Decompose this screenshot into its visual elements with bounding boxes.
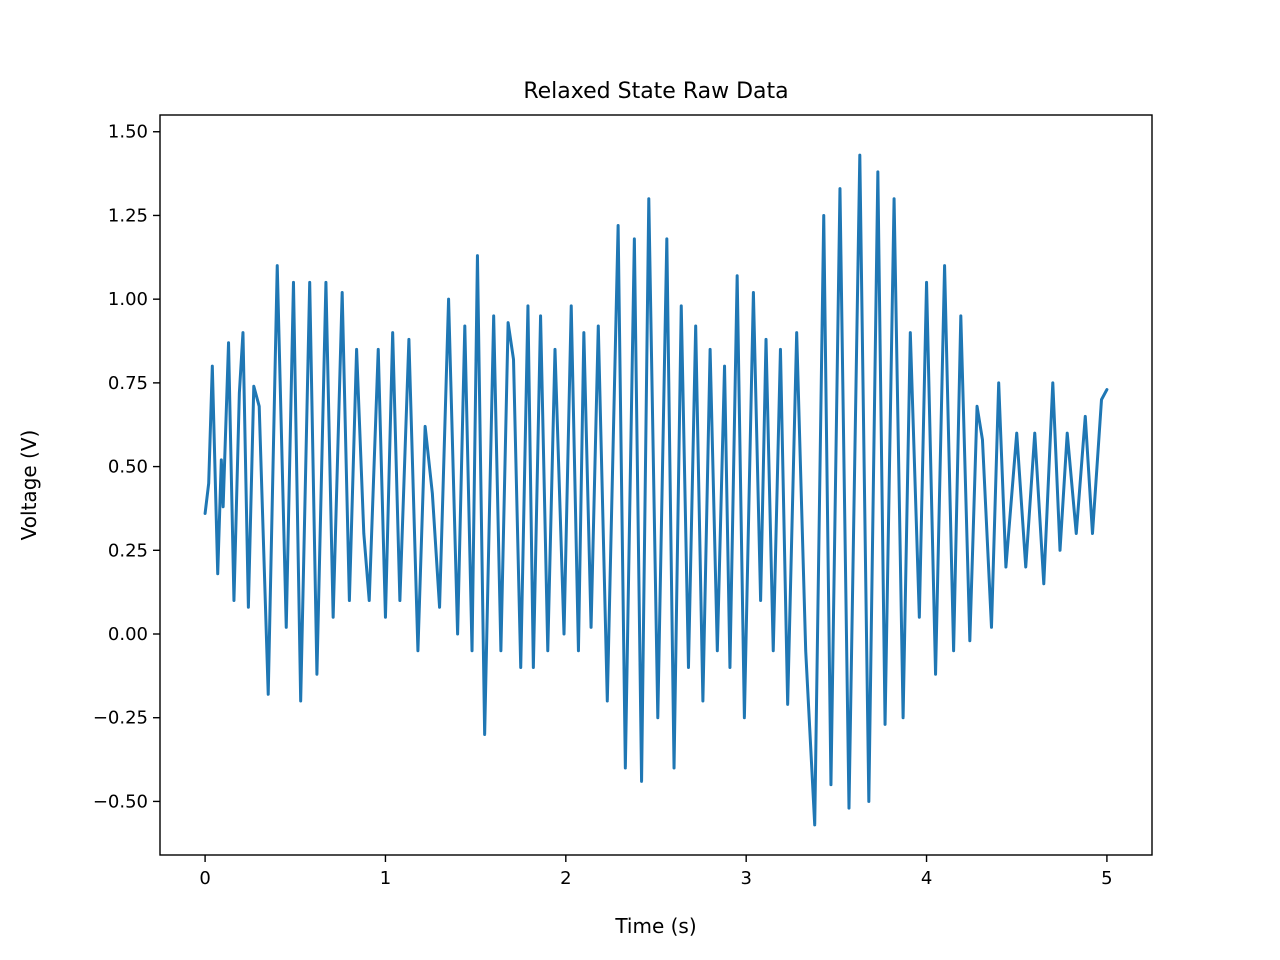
x-axis-ticks: 0 1 2 3 4 5 <box>199 855 1113 889</box>
x-tick-label: 5 <box>1101 868 1112 889</box>
y-tick-label: 0.25 <box>108 540 148 561</box>
x-axis-label: Time (s) <box>614 914 696 938</box>
x-tick-label: 0 <box>199 868 210 889</box>
chart-title: Relaxed State Raw Data <box>523 79 788 104</box>
y-tick-label: −0.50 <box>93 791 148 812</box>
y-tick-label: 0.50 <box>108 457 148 478</box>
y-tick-label: 1.00 <box>108 289 148 310</box>
y-tick-label: −0.25 <box>93 708 148 729</box>
axes-frame <box>159 114 1153 856</box>
x-tick-label: 3 <box>740 868 751 889</box>
y-tick-label: 1.25 <box>108 205 148 226</box>
y-tick-label: 0.00 <box>108 624 148 645</box>
x-tick-label: 4 <box>921 868 932 889</box>
y-tick-label: 1.50 <box>108 122 148 143</box>
y-tick-label: 0.75 <box>108 373 148 394</box>
x-tick-label: 1 <box>380 868 391 889</box>
y-axis-ticks: −0.50 −0.25 0.00 0.25 0.50 0.75 1.00 1.25 1.50 <box>93 122 160 812</box>
series-line <box>203 153 1109 827</box>
plot-area <box>203 153 1109 827</box>
y-axis-label: Voltage (V) <box>17 430 41 541</box>
x-tick-label: 2 <box>560 868 571 889</box>
